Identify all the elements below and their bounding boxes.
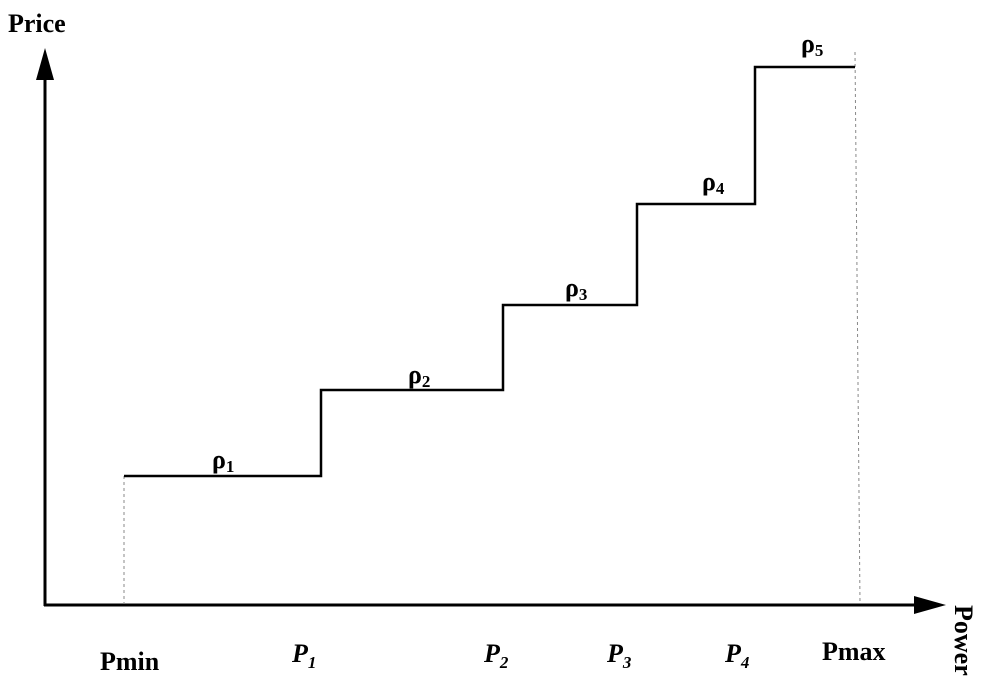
x-axis-arrow xyxy=(914,596,946,614)
y-axis-arrow xyxy=(36,48,54,80)
step-label: ρ2 xyxy=(408,360,430,391)
x-label: P4 xyxy=(724,639,749,672)
step-label: ρ5 xyxy=(801,29,823,60)
step-label: ρ1 xyxy=(212,445,234,476)
x-label: P3 xyxy=(606,639,632,672)
x-label: Pmin xyxy=(100,647,160,676)
y-axis-label: Price xyxy=(8,9,66,38)
x-label: P1 xyxy=(291,639,316,672)
step-label: ρ4 xyxy=(702,167,725,198)
x-axis-label: Power xyxy=(949,605,978,676)
pmax-guide xyxy=(854,51,861,605)
x-label: Pmax xyxy=(822,637,886,666)
step-label: ρ3 xyxy=(565,273,587,304)
step-curve xyxy=(124,65,855,478)
x-label: P2 xyxy=(483,639,509,672)
